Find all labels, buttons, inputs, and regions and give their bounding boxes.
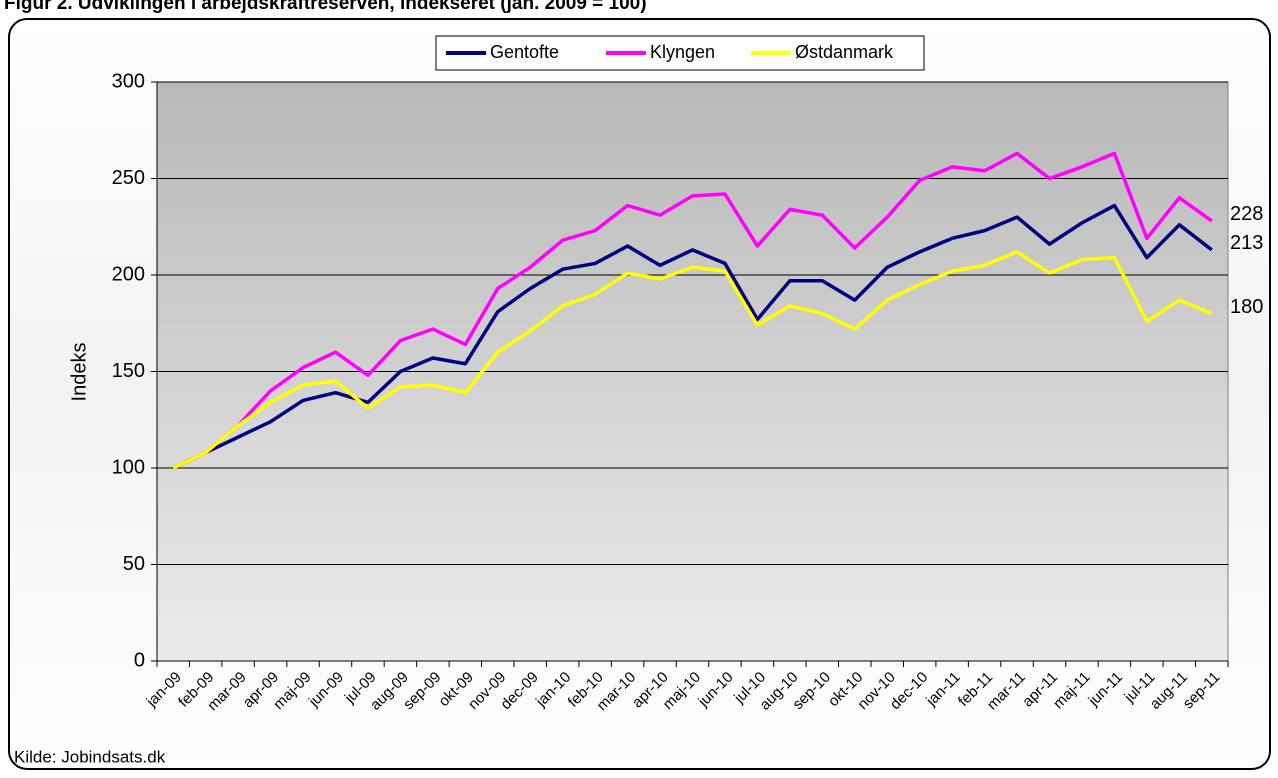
series-line xyxy=(172,203,1213,470)
legend-label: Klyngen xyxy=(650,42,715,62)
series-line xyxy=(172,250,1213,470)
chart-title: Figur 2. Udviklingen i arbejdskraftreser… xyxy=(4,0,647,14)
y-tick-label: 100 xyxy=(112,456,145,478)
y-tick-label: 50 xyxy=(123,553,145,575)
end-label: 213 xyxy=(1230,232,1263,254)
y-tick-label: 300 xyxy=(112,70,145,92)
y-tick-label: 150 xyxy=(112,360,145,382)
y-tick-label: 0 xyxy=(134,649,145,671)
legend-box xyxy=(435,35,925,71)
end-label: 180 xyxy=(1230,296,1263,318)
y-tick-label: 200 xyxy=(112,263,145,285)
end-label: 228 xyxy=(1230,203,1263,225)
legend-label: Gentofte xyxy=(490,42,559,62)
legend-label: Østdanmark xyxy=(795,42,894,62)
legend: Gentofte Klyngen Østdanmark xyxy=(435,35,925,71)
series-line xyxy=(172,151,1213,470)
source: Kilde: Jobindsats.dk xyxy=(14,747,166,766)
y-tick-label: 250 xyxy=(112,167,145,189)
y-axis-label: Indeks xyxy=(68,343,90,402)
